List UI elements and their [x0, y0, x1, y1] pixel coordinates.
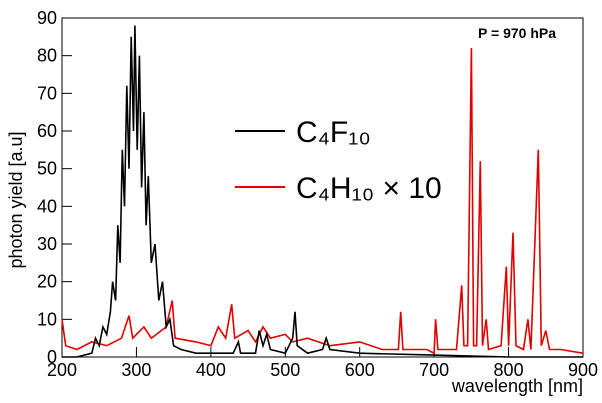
x-tick-label: 200 — [47, 360, 77, 380]
x-tick-label: 800 — [494, 360, 524, 380]
legend-label: C₄F₁₀ — [296, 116, 371, 149]
y-tick-label: 0 — [47, 347, 57, 367]
y-tick-label: 10 — [37, 309, 57, 329]
y-tick-label: 70 — [37, 83, 57, 103]
x-tick-label: 700 — [419, 360, 449, 380]
legend-label: C₄H₁₀ × 10 — [296, 172, 442, 205]
y-tick-label: 60 — [37, 121, 57, 141]
y-axis-label: photon yield [a.u] — [6, 131, 26, 268]
x-tick-label: 500 — [270, 360, 300, 380]
y-tick-label: 90 — [37, 8, 57, 28]
y-tick-label: 40 — [37, 196, 57, 216]
x-axis-label: wavelength [nm] — [451, 376, 583, 396]
y-tick-label: 30 — [37, 234, 57, 254]
y-tick-label: 80 — [37, 46, 57, 66]
y-tick-label: 50 — [37, 159, 57, 179]
annotation: P = 970 hPa — [478, 25, 556, 41]
x-tick-label: 600 — [345, 360, 375, 380]
x-tick-label: 300 — [121, 360, 151, 380]
series-line — [62, 25, 583, 358]
y-tick-label: 20 — [37, 272, 57, 292]
plot-frame — [61, 17, 584, 358]
x-tick-label: 900 — [568, 360, 598, 380]
x-tick-label: 400 — [196, 360, 226, 380]
